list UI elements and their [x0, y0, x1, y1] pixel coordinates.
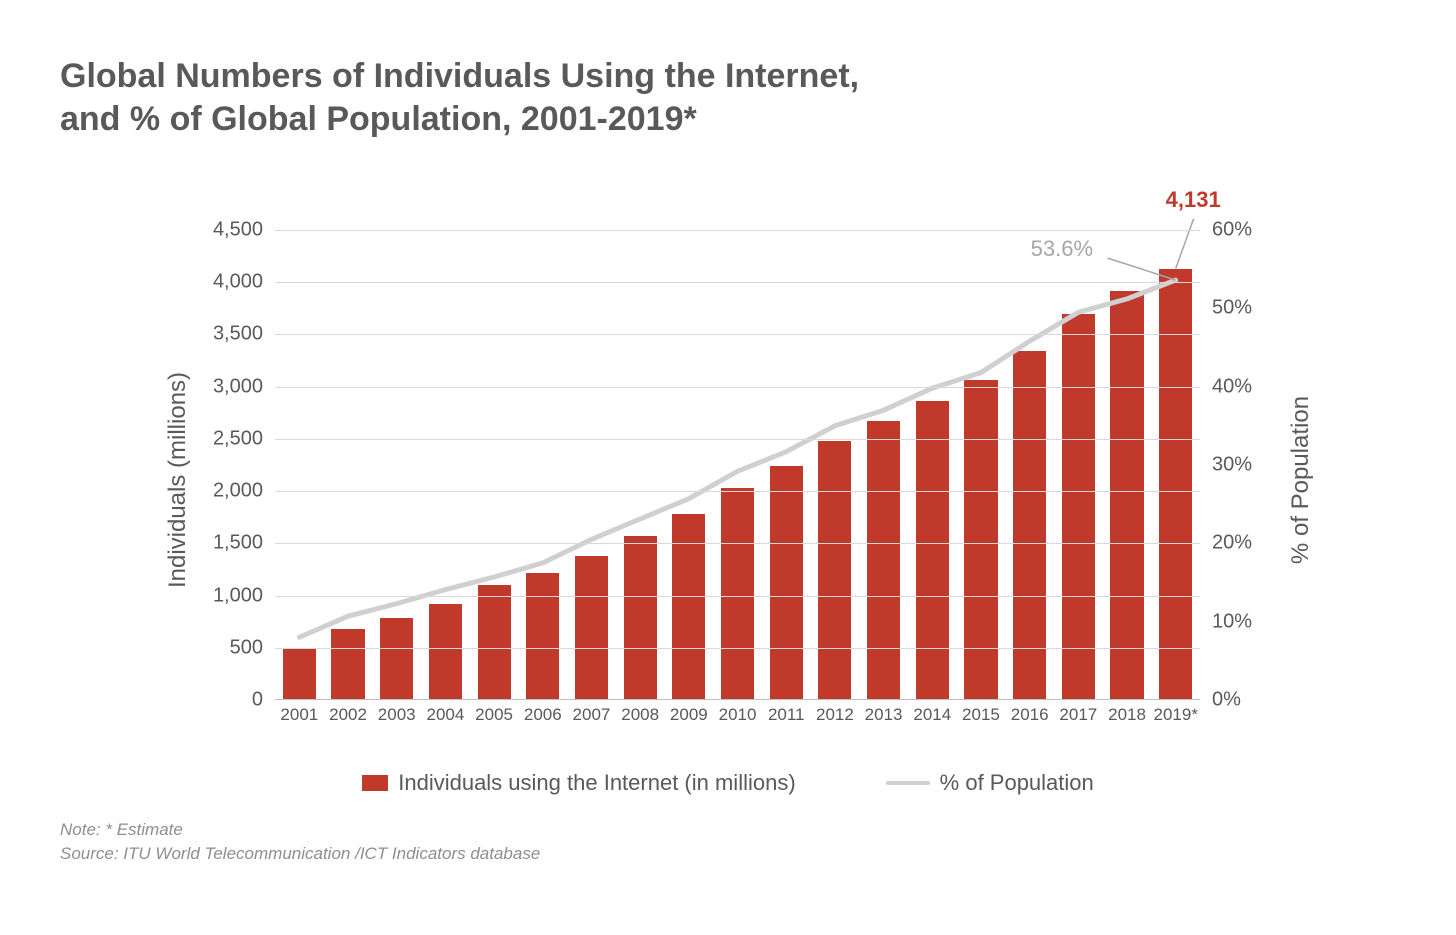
gridline: [275, 439, 1200, 440]
x-axis-tick: 2005: [470, 705, 519, 725]
x-axis-tick: 2012: [811, 705, 860, 725]
x-axis-line: [275, 699, 1200, 700]
y2-tick: 20%: [1212, 532, 1252, 555]
chart-title: Global Numbers of Individuals Using the …: [60, 55, 859, 140]
x-axis-tick: 2004: [421, 705, 470, 725]
y1-tick: 1,500: [213, 532, 263, 555]
x-axis-tick: 2009: [665, 705, 714, 725]
gridline: [275, 648, 1200, 649]
y1-tick: 2,000: [213, 480, 263, 503]
x-axis-tick: 2017: [1054, 705, 1103, 725]
x-axis-tick: 2001: [275, 705, 324, 725]
x-axis-tick: 2018: [1103, 705, 1152, 725]
legend-bar-swatch: [362, 775, 388, 791]
x-axis-tick: 2015: [957, 705, 1006, 725]
x-axis-tick: 2007: [567, 705, 616, 725]
y2-tick: 40%: [1212, 375, 1252, 398]
x-axis-labels: 2001200220032004200520062007200820092010…: [275, 705, 1200, 725]
x-axis-tick: 2016: [1005, 705, 1054, 725]
y2-tick: 60%: [1212, 219, 1252, 242]
gridline: [275, 282, 1200, 283]
legend-line-swatch: [886, 781, 930, 785]
legend-item-bars: Individuals using the Internet (in milli…: [362, 770, 795, 796]
y1-tick: 4,000: [213, 271, 263, 294]
line-series: [275, 230, 1200, 700]
x-axis-tick: 2003: [372, 705, 421, 725]
x-axis-tick: 2010: [713, 705, 762, 725]
x-axis-tick: 2002: [324, 705, 373, 725]
y1-tick: 500: [230, 636, 263, 659]
legend-bar-label: Individuals using the Internet (in milli…: [398, 770, 795, 796]
y2-tick: 50%: [1212, 297, 1252, 320]
legend-item-line: % of Population: [886, 770, 1094, 796]
gridline: [275, 596, 1200, 597]
y2-tick: 10%: [1212, 610, 1252, 633]
callout-line-end: 53.6%: [1031, 236, 1093, 262]
y1-axis-label: Individuals (millions): [164, 372, 192, 588]
x-axis-tick: 2019*: [1151, 705, 1200, 725]
gridline: [275, 491, 1200, 492]
gridline: [275, 334, 1200, 335]
x-axis-tick: 2011: [762, 705, 811, 725]
footnote-source: Source: ITU World Telecommunication /ICT…: [60, 844, 540, 864]
y1-tick: 3,500: [213, 323, 263, 346]
callout-leader-line: [1108, 258, 1176, 280]
legend: Individuals using the Internet (in milli…: [0, 770, 1456, 796]
x-axis-tick: 2013: [859, 705, 908, 725]
y2-axis-label: % of Population: [1287, 396, 1315, 564]
y1-tick: 3,000: [213, 375, 263, 398]
page: Global Numbers of Individuals Using the …: [0, 0, 1456, 935]
y2-tick: 0%: [1212, 689, 1241, 712]
gridline: [275, 230, 1200, 231]
callout-bar-end: 4,131: [1166, 187, 1221, 213]
gridline: [275, 387, 1200, 388]
x-axis-tick: 2014: [908, 705, 957, 725]
legend-line-label: % of Population: [940, 770, 1094, 796]
y2-tick: 30%: [1212, 454, 1252, 477]
y1-tick: 1,000: [213, 584, 263, 607]
y1-tick: 2,500: [213, 427, 263, 450]
footnote-note: Note: * Estimate: [60, 820, 183, 840]
gridline: [275, 543, 1200, 544]
callout-leader-bar: [1176, 219, 1194, 269]
y1-tick: 4,500: [213, 219, 263, 242]
x-axis-tick: 2006: [518, 705, 567, 725]
plot-area: 05001,0001,5002,0002,5003,0003,5004,0004…: [275, 230, 1200, 700]
chart-container: Individuals (millions) % of Population 0…: [60, 200, 1395, 760]
y1-tick: 0: [252, 689, 263, 712]
x-axis-tick: 2008: [616, 705, 665, 725]
